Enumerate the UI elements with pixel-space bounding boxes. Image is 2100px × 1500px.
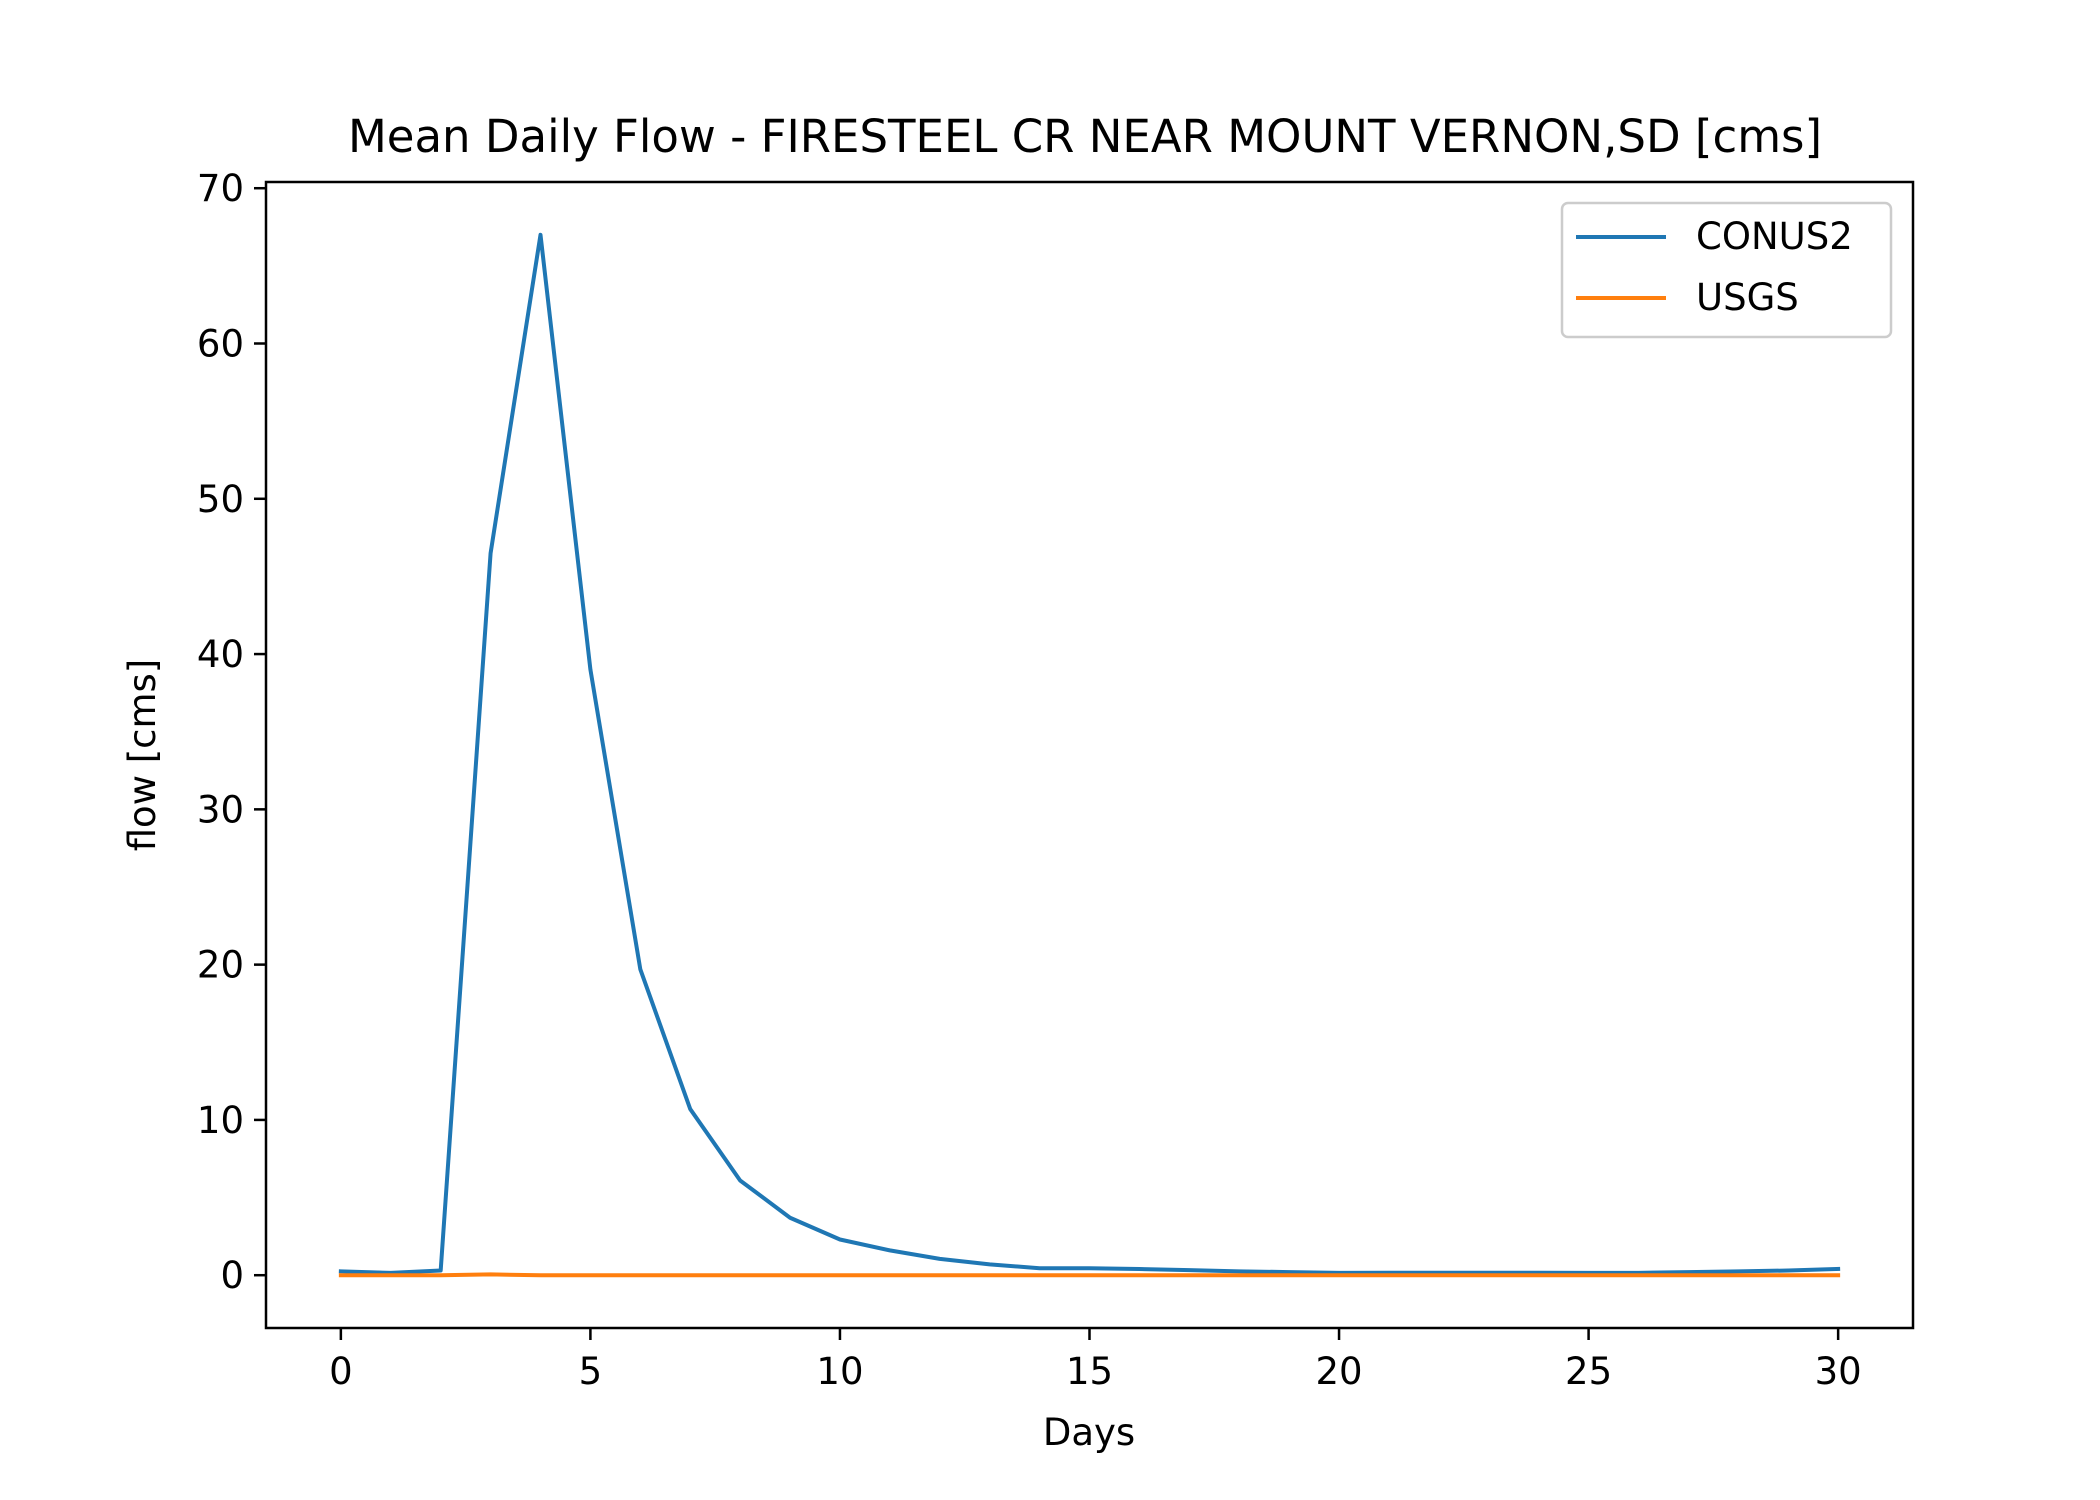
x-tick-label: 15 (1066, 1350, 1113, 1393)
x-tick-label: 10 (816, 1350, 863, 1393)
x-tick-label: 0 (329, 1350, 353, 1393)
y-tick-label: 40 (197, 633, 244, 676)
x-axis-label: Days (1043, 1411, 1135, 1454)
x-tick-label: 20 (1315, 1350, 1362, 1393)
chart-title: Mean Daily Flow - FIRESTEEL CR NEAR MOUN… (348, 110, 1822, 163)
legend-label-usgs: USGS (1696, 276, 1799, 319)
series-line-usgs (338, 1272, 1841, 1278)
y-tick-label: 60 (197, 322, 244, 365)
y-tick-label: 20 (197, 944, 244, 987)
x-tick-label: 30 (1815, 1350, 1862, 1393)
legend-label-conus2: CONUS2 (1696, 215, 1853, 258)
y-tick-label: 10 (197, 1099, 244, 1142)
x-tick-label: 5 (579, 1350, 603, 1393)
y-tick-label: 30 (197, 788, 244, 831)
y-axis-label: flow [cms] (121, 659, 164, 852)
y-tick-label: 50 (197, 478, 244, 521)
x-tick-label: 25 (1565, 1350, 1612, 1393)
y-tick-label: 0 (220, 1254, 244, 1297)
legend: CONUS2 USGS (1560, 201, 1893, 339)
series-line-conus2 (338, 232, 1841, 1275)
y-tick-label: 70 (197, 167, 244, 210)
